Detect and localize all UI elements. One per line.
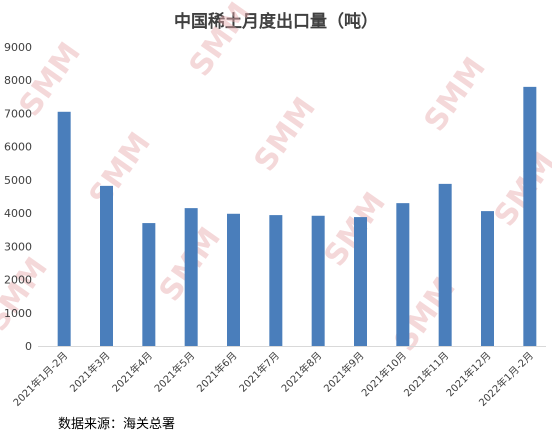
bar [142, 223, 156, 346]
bar [523, 86, 537, 346]
y-axis: 0 1000 2000 3000 4000 5000 6000 7000 8000 9000 [4, 41, 32, 353]
x-tick-label: 2021年6月 [194, 349, 240, 395]
x-tick-label: 2021年1月-2月 [10, 349, 70, 409]
watermark-logo: SMM [418, 51, 493, 138]
x-tick-label: 2021年7月 [236, 349, 282, 395]
bar [184, 208, 198, 346]
chart-title: 中国稀土月度出口量（吨） [174, 12, 378, 32]
watermark-logo: SMM [488, 146, 552, 233]
watermark-logo: SMM [0, 251, 55, 338]
watermark-logo: SMM [83, 126, 158, 213]
bar [354, 217, 367, 346]
x-tick-label: 2021年5月 [151, 349, 197, 395]
y-tick-label: 1000 [4, 307, 32, 320]
bar [269, 215, 283, 346]
bars [57, 86, 537, 347]
y-tick-label: 8000 [4, 74, 32, 87]
x-tick-label: 2021年4月 [109, 349, 155, 395]
watermark-logo: SMM [183, 0, 258, 83]
watermark-logo: SMM [248, 91, 323, 178]
y-tick-label: 2000 [4, 274, 32, 287]
bar [227, 213, 240, 346]
x-tick-label: 2021年3月 [67, 349, 113, 395]
y-tick-label: 9000 [4, 41, 32, 54]
y-tick-label: 7000 [4, 107, 32, 120]
bar [57, 111, 71, 347]
y-tick-label: 6000 [4, 141, 32, 154]
x-tick-label: 2021年8月 [278, 349, 324, 395]
bar [311, 215, 325, 346]
bar [100, 185, 113, 346]
bar [481, 211, 494, 346]
x-tick-label: 2021年9月 [321, 349, 367, 395]
y-tick-label: 0 [25, 340, 32, 353]
bar [396, 203, 410, 346]
y-tick-label: 3000 [4, 240, 32, 253]
y-tick-label: 4000 [4, 207, 32, 220]
bar [438, 183, 452, 346]
source-note: 数据来源：海关总署 [58, 417, 176, 432]
x-axis: 2021年1月-2月2021年3月2021年4月2021年5月2021年6月20… [10, 349, 536, 409]
y-tick-label: 5000 [4, 174, 32, 187]
